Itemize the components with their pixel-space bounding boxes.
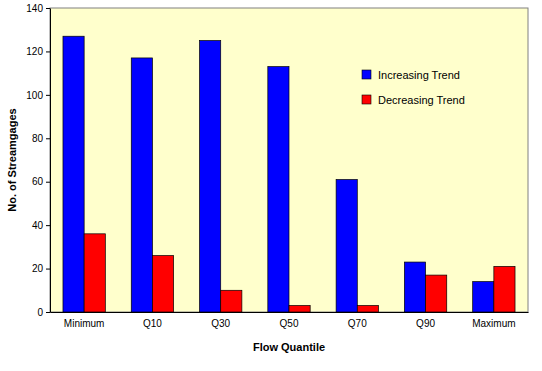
- y-tick-label: 60: [32, 176, 44, 187]
- y-tick-mark: [46, 138, 50, 139]
- bars: [63, 36, 515, 312]
- plot: 0 20 40 60 80 100 120 140 Minimum Q10 Q30 Q50 Q70 Q90…: [26, 3, 528, 329]
- x-tick: Q50: [280, 312, 299, 329]
- bar: [221, 290, 242, 312]
- x-tick: Minimum: [64, 312, 105, 329]
- bar: [426, 275, 447, 312]
- y-tick: 40: [32, 220, 50, 231]
- legend-label: Decreasing Trend: [378, 94, 465, 106]
- x-tick: Q10: [143, 312, 162, 329]
- bar: [268, 67, 289, 312]
- y-axis-title: No. of Streamgages: [6, 108, 18, 211]
- x-tick: Q90: [416, 312, 435, 329]
- bar: [63, 36, 84, 312]
- y-tick: 140: [26, 3, 50, 14]
- y-tick-label: 20: [32, 263, 44, 274]
- y-tick: 60: [32, 176, 50, 187]
- y-tick-mark: [46, 51, 50, 52]
- x-axis-title: Flow Quantile: [253, 341, 325, 353]
- x-tick-label: Q30: [211, 318, 230, 329]
- y-tick-label: 140: [26, 3, 43, 14]
- bar: [200, 41, 221, 312]
- y-tick: 0: [37, 307, 50, 318]
- legend-swatch: [362, 70, 371, 79]
- y-tick-label: 120: [26, 46, 43, 57]
- y-tick-label: 0: [37, 307, 43, 318]
- y-tick: 20: [32, 263, 50, 274]
- legend-item: Increasing Trend: [362, 69, 460, 81]
- bar: [152, 256, 173, 312]
- x-tick-label: Q90: [416, 318, 435, 329]
- y-tick-mark: [46, 312, 50, 313]
- y-tick-label: 80: [32, 133, 44, 144]
- legend-item: Decreasing Trend: [362, 94, 465, 106]
- x-tick-label: Q10: [143, 318, 162, 329]
- legend: Increasing Trend Decreasing Trend: [362, 69, 465, 106]
- x-tick: Maximum: [472, 312, 515, 329]
- y-tick-label: 40: [32, 220, 44, 231]
- x-axis-line: [51, 312, 529, 313]
- y-tick-mark: [46, 8, 50, 9]
- bar: [84, 234, 105, 312]
- y-tick-mark: [46, 182, 50, 183]
- y-tick: 80: [32, 133, 50, 144]
- x-tick-label: Minimum: [64, 318, 105, 329]
- x-tick: Q70: [348, 312, 367, 329]
- y-tick: 100: [26, 90, 50, 101]
- y-tick-mark: [46, 269, 50, 270]
- bar: [404, 262, 425, 312]
- y-tick-label: 100: [26, 90, 43, 101]
- bar: [494, 266, 515, 312]
- bar: [336, 180, 357, 312]
- y-tick-mark: [46, 95, 50, 96]
- x-tick-label: Q50: [280, 318, 299, 329]
- x-tick: Q30: [211, 312, 230, 329]
- legend-label: Increasing Trend: [378, 69, 460, 81]
- bar: [473, 282, 494, 312]
- y-axis: 0 20 40 60 80 100 120 140: [26, 3, 50, 318]
- x-tick-label: Q70: [348, 318, 367, 329]
- plot-background: [50, 8, 528, 312]
- x-axis: Minimum Q10 Q30 Q50 Q70 Q90 Maximum: [51, 312, 529, 329]
- bar: [289, 305, 310, 312]
- y-tick: 120: [26, 46, 50, 57]
- y-axis-line: [50, 9, 51, 313]
- bar: [131, 58, 152, 312]
- legend-swatch: [362, 95, 371, 104]
- x-tick-label: Maximum: [472, 318, 515, 329]
- y-tick-mark: [46, 225, 50, 226]
- bar: [357, 305, 378, 312]
- chart: 0 20 40 60 80 100 120 140 Minimum Q10 Q30 Q50 Q70 Q90…: [0, 0, 542, 371]
